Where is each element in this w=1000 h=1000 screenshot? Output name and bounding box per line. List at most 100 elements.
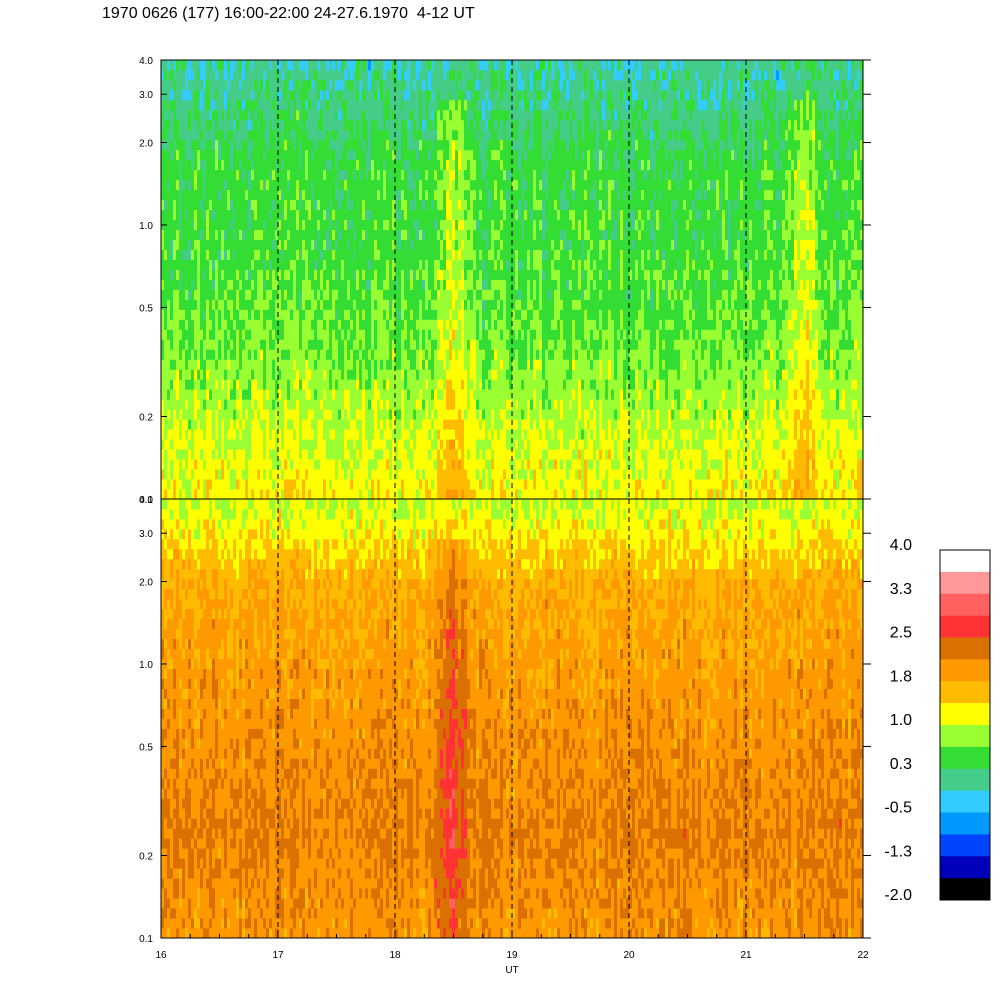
spectrogram-cell bbox=[392, 159, 396, 171]
spectrogram-cell bbox=[221, 379, 225, 390]
spectrogram-cell bbox=[239, 139, 243, 151]
spectrogram-cell bbox=[239, 209, 243, 221]
spectrogram-cell bbox=[434, 199, 438, 211]
spectrogram-cell bbox=[299, 89, 303, 101]
spectrogram-cell bbox=[257, 109, 261, 121]
spectrogram-cell bbox=[194, 449, 198, 460]
spectrogram-cell bbox=[200, 139, 204, 151]
spectrogram-cell bbox=[167, 99, 171, 111]
spectrogram-cell bbox=[359, 239, 363, 250]
spectrogram-cell bbox=[254, 169, 258, 181]
spectrogram-cell bbox=[218, 179, 222, 191]
spectrogram-cell bbox=[230, 469, 234, 480]
spectrogram-cell bbox=[188, 419, 192, 430]
spectrogram-cell bbox=[206, 139, 210, 151]
spectrogram-cell bbox=[230, 459, 234, 470]
spectrogram-cell bbox=[452, 429, 456, 440]
spectrogram-cell bbox=[224, 239, 228, 250]
spectrogram-cell bbox=[167, 219, 171, 231]
spectrogram-cell bbox=[383, 249, 387, 260]
spectrogram-cell bbox=[305, 279, 309, 290]
spectrogram-cell bbox=[308, 69, 312, 81]
spectrogram-cell bbox=[335, 169, 339, 181]
spectrogram-cell bbox=[221, 79, 225, 91]
spectrogram-cell bbox=[176, 439, 180, 450]
spectrogram-cell bbox=[311, 60, 315, 71]
spectrogram-cell bbox=[332, 259, 336, 270]
spectrogram-cell bbox=[488, 69, 492, 81]
spectrogram-cell bbox=[245, 179, 249, 191]
spectrogram-cell bbox=[449, 229, 453, 240]
spectrogram-cell bbox=[182, 249, 186, 260]
spectrogram-cell bbox=[299, 109, 303, 121]
spectrogram-cell bbox=[260, 379, 264, 390]
spectrogram-cell bbox=[470, 429, 474, 440]
spectrogram-cell bbox=[380, 409, 384, 420]
spectrogram-cell bbox=[215, 159, 219, 171]
spectrogram-cell bbox=[191, 489, 195, 500]
spectrogram-cell bbox=[206, 159, 210, 171]
spectrogram-cell bbox=[221, 469, 225, 480]
spectrogram-cell bbox=[254, 249, 258, 260]
spectrogram-cell bbox=[467, 399, 471, 410]
spectrogram-cell bbox=[410, 159, 414, 171]
spectrogram-cell bbox=[335, 429, 339, 440]
spectrogram-cell bbox=[254, 419, 258, 430]
spectrogram-cell bbox=[302, 349, 306, 360]
spectrogram-cell bbox=[404, 169, 408, 181]
spectrogram-cell bbox=[173, 149, 177, 161]
spectrogram-cell bbox=[497, 299, 501, 310]
spectrogram-cell bbox=[260, 139, 264, 151]
spectrogram-cell bbox=[188, 199, 192, 211]
spectrogram-cell bbox=[347, 159, 351, 171]
spectrogram-cell bbox=[485, 339, 489, 350]
spectrogram-cell bbox=[269, 249, 273, 260]
spectrogram-cell bbox=[329, 389, 333, 400]
spectrogram-cell bbox=[272, 289, 276, 300]
spectrogram-cell bbox=[176, 69, 180, 81]
spectrogram-cell bbox=[359, 79, 363, 91]
spectrogram-cell bbox=[218, 329, 222, 340]
spectrogram-cell bbox=[176, 419, 180, 430]
spectrogram-cell bbox=[161, 129, 165, 141]
spectrogram-cell bbox=[434, 309, 438, 320]
spectrogram-cell bbox=[314, 439, 318, 450]
spectrogram-cell bbox=[215, 429, 219, 440]
spectrogram-cell bbox=[290, 219, 294, 231]
spectrogram-cell bbox=[374, 209, 378, 221]
spectrogram-cell bbox=[494, 69, 498, 81]
spectrogram-cell bbox=[308, 439, 312, 450]
spectrogram-cell bbox=[350, 339, 354, 350]
spectrogram-cell bbox=[374, 179, 378, 191]
spectrogram-cell bbox=[386, 449, 390, 460]
spectrogram-cell bbox=[203, 469, 207, 480]
spectrogram-cell bbox=[290, 239, 294, 250]
spectrogram-cell bbox=[341, 169, 345, 181]
spectrogram-cell bbox=[419, 229, 423, 240]
spectrogram-cell bbox=[209, 369, 213, 380]
spectrogram-cell bbox=[233, 469, 237, 480]
spectrogram-cell bbox=[413, 449, 417, 460]
spectrogram-cell bbox=[323, 399, 327, 410]
spectrogram-cell bbox=[257, 409, 261, 420]
spectrogram-cell bbox=[359, 349, 363, 360]
spectrogram-cell bbox=[437, 69, 441, 81]
spectrogram-cell bbox=[341, 489, 345, 500]
spectrogram-cell bbox=[290, 189, 294, 201]
spectrogram-cell bbox=[302, 149, 306, 161]
spectrogram-cell bbox=[311, 109, 315, 121]
spectrogram-cell bbox=[482, 179, 486, 191]
spectrogram-cell bbox=[347, 389, 351, 400]
spectrogram-cell bbox=[206, 309, 210, 320]
spectrogram-cell bbox=[167, 339, 171, 350]
spectrogram-cell bbox=[344, 289, 348, 300]
spectrogram-cell bbox=[341, 469, 345, 480]
spectrogram-cell bbox=[473, 399, 477, 410]
spectrogram-cell bbox=[368, 199, 372, 211]
spectrogram-cell bbox=[227, 79, 231, 91]
spectrogram-cell bbox=[221, 479, 225, 490]
spectrogram-cell bbox=[266, 169, 270, 181]
spectrogram-cell bbox=[455, 409, 459, 420]
spectrogram-cell bbox=[479, 379, 483, 390]
spectrogram-cell bbox=[383, 109, 387, 121]
